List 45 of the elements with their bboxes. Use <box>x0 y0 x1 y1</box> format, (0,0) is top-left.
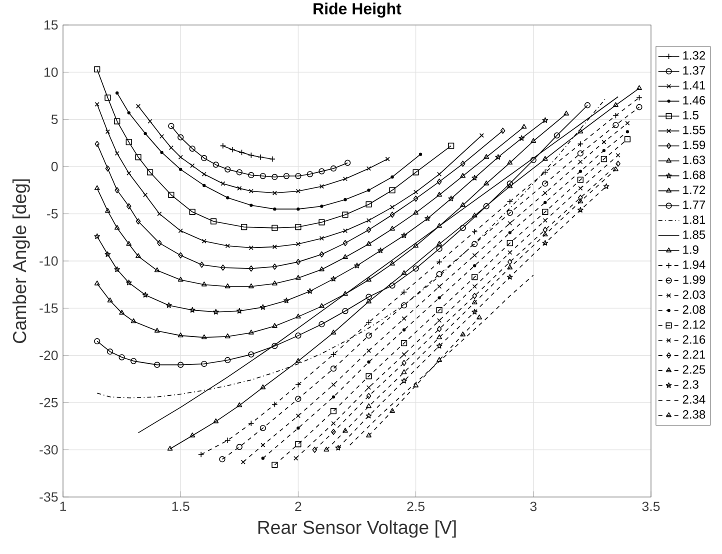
x-tick-label: 2 <box>295 502 302 512</box>
legend-label: 1.77 <box>683 200 706 209</box>
legend-label: 2.3 <box>682 380 698 389</box>
legend-label: 2.25 <box>682 365 706 374</box>
y-tick-label: 5 <box>51 114 58 124</box>
legend-label: 1.32 <box>683 51 706 60</box>
legend-label: 2.08 <box>682 305 706 314</box>
legend-label: 1.85 <box>683 230 706 239</box>
x-axis-title: Rear Sensor Voltage [V] <box>258 520 456 538</box>
x-tick-label: 1.5 <box>172 502 190 511</box>
legend-label: 1.72 <box>683 186 706 194</box>
legend-label: 2.16 <box>682 335 706 344</box>
y-tick-label: 10 <box>44 67 58 77</box>
x-tick-label: 3 <box>530 502 537 512</box>
legend-label: 1.37 <box>683 66 706 75</box>
legend-label: 1.46 <box>683 96 706 104</box>
y-tick-label: -10 <box>40 256 58 266</box>
legend-label: 1.94 <box>683 260 706 269</box>
y-tick-label: -35 <box>40 492 58 502</box>
legend-label: 1.59 <box>683 140 706 150</box>
y-tick-label: 15 <box>44 20 58 30</box>
legend-label: 1.81 <box>683 215 706 224</box>
legend-label: 2.21 <box>682 350 706 359</box>
legend-label: 2.38 <box>682 410 706 419</box>
y-axis-title: Camber Angle [deg] <box>12 179 30 344</box>
legend-label: 2.34 <box>682 395 706 404</box>
y-tick-label: 0 <box>51 162 58 172</box>
legend-label: 1.63 <box>683 156 706 164</box>
chart-title: Ride Height <box>314 2 402 18</box>
x-tick-label: 1 <box>60 502 66 511</box>
legend-label: 1.9 <box>683 245 698 254</box>
legend-label: 2.03 <box>682 290 706 299</box>
y-tick-label: -15 <box>40 304 58 313</box>
y-tick-label: -20 <box>40 350 58 360</box>
legend-label: 1.55 <box>683 126 706 134</box>
y-tick-label: -5 <box>47 209 58 218</box>
legend-label: 2.12 <box>682 320 706 329</box>
y-tick-label: -25 <box>40 398 58 408</box>
x-tick-label: 3.5 <box>642 502 660 512</box>
x-tick-label: 2.5 <box>407 502 425 512</box>
legend-label: 1.68 <box>683 170 706 180</box>
legend-label: 1.99 <box>683 275 706 284</box>
y-tick-label: -30 <box>40 445 58 454</box>
legend-label: 1.5 <box>683 110 698 120</box>
legend-label: 1.41 <box>683 81 706 90</box>
